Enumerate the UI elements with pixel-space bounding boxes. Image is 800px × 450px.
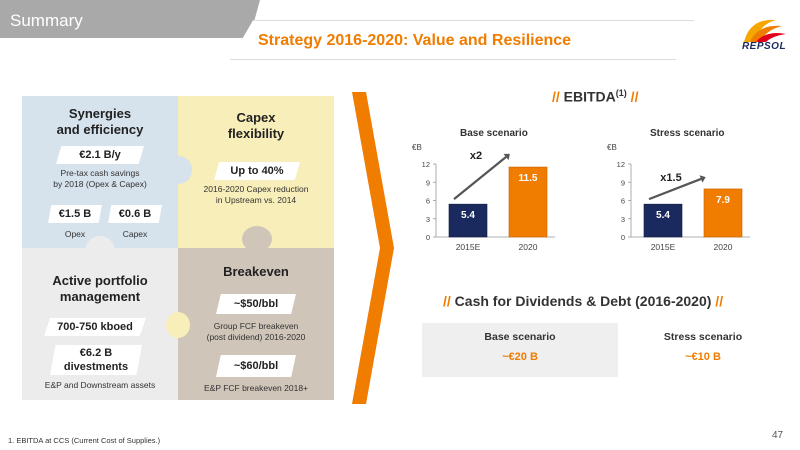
bar-2015E [643, 203, 683, 238]
capex-title: Capex flexibility [227, 110, 285, 141]
unit-label: €B [412, 143, 422, 152]
divestments-box: €6.2 B divestments [50, 345, 142, 375]
opex-label: Opex [64, 229, 86, 239]
y-tick-label: 6 [621, 197, 625, 206]
data-label: 5.4 [461, 210, 475, 221]
base-chart-title: Base scenario [460, 128, 528, 139]
data-label: 7.9 [716, 195, 730, 206]
group-breakeven-box: ~$50/bbl [216, 294, 296, 314]
base-scenario-chart: €B 0 3 6 9 12 5.4 2015E 11.5 2020 x2 [412, 143, 555, 252]
footnote: 1. EBITDA at CCS (Current Cost of Suppli… [8, 436, 161, 445]
growth-annotation: x1.5 [660, 172, 681, 184]
ebitda-heading: // EBITDA(1) // [552, 88, 639, 105]
bar-2020 [508, 166, 548, 238]
growth-annotation: x2 [470, 150, 482, 162]
y-tick-label: 0 [621, 233, 625, 242]
data-label: 5.4 [656, 210, 670, 221]
stress-chart-title: Stress scenario [650, 128, 725, 139]
chevron-right-icon [352, 92, 394, 404]
cash-base-value: ~€20 B [502, 351, 538, 363]
puzzle-knob-yellow [166, 312, 190, 338]
y-tick-label: 12 [422, 160, 430, 169]
synergies-value-box: €2.1 B/y [56, 146, 144, 164]
divestments-desc: E&P and Downstream assets [44, 380, 156, 390]
cash-base-panel: Base scenario ~€20 B [422, 323, 618, 377]
portfolio-title: Active portfolio management [52, 273, 148, 304]
unit-label: €B [607, 143, 617, 152]
capex-label: Capex [122, 229, 148, 239]
breakeven-title: Breakeven [223, 264, 289, 279]
cash-stress-panel: Stress scenario ~€10 B [618, 323, 788, 377]
title-box [230, 20, 694, 60]
cash-stress-label: Stress scenario [663, 331, 743, 343]
y-tick-label: 0 [426, 233, 430, 242]
ep-breakeven-desc: E&P FCF breakeven 2018+ [203, 383, 309, 393]
y-tick-label: 6 [426, 197, 430, 206]
puzzle-knob-beige [242, 226, 272, 252]
page-title: Strategy 2016-2020: Value and Resilience [258, 32, 572, 49]
capex-value-box: Up to 40% [214, 162, 300, 180]
page-number: 47 [772, 430, 784, 441]
repsol-logo-icon [744, 19, 786, 42]
cash-heading: // Cash for Dividends & Debt (2016-2020)… [443, 293, 724, 309]
capex-value-box: €0.6 B [108, 205, 162, 223]
synergies-desc: Pre-tax cash savings by 2018 (Opex & Cap… [53, 168, 147, 189]
bar-2020 [703, 188, 743, 238]
cash-stress-value: ~€10 B [685, 351, 721, 363]
y-tick-label: 12 [617, 160, 625, 169]
x-tick-label: 2020 [519, 242, 538, 252]
opex-value-box: €1.5 B [48, 205, 102, 223]
growth-arrow [648, 177, 702, 201]
section-label: Summary [0, 0, 260, 38]
x-tick-label: 2020 [714, 242, 733, 252]
kboed-box: 700-750 kboed [44, 318, 146, 336]
logo-text: REPSOL [741, 41, 787, 52]
puzzle-knob-grey [86, 236, 114, 260]
data-label: 11.5 [519, 173, 538, 184]
y-tick-label: 3 [621, 215, 625, 224]
ep-breakeven-box: ~$60/bbl [216, 355, 296, 377]
capex-desc: 2016-2020 Capex reduction in Upstream vs… [203, 184, 309, 205]
y-tick-label: 9 [426, 178, 430, 187]
bar-2015E [448, 203, 488, 238]
synergies-title: Synergies and efficiency [56, 106, 144, 137]
stress-scenario-chart: €B 0 3 6 9 12 5.4 2015E 7.9 2020 x1.5 [607, 143, 750, 252]
x-tick-label: 2015E [456, 242, 481, 252]
x-tick-label: 2015E [651, 242, 676, 252]
cash-base-label: Base scenario [484, 331, 556, 343]
y-tick-label: 9 [621, 178, 625, 187]
y-tick-label: 3 [426, 215, 430, 224]
puzzle-knob-blue [166, 156, 192, 184]
growth-arrow [453, 156, 507, 201]
growth-arrowhead [503, 153, 510, 161]
group-breakeven-desc: Group FCF breakeven (post dividend) 2016… [206, 321, 306, 342]
growth-arrowhead [699, 175, 706, 183]
